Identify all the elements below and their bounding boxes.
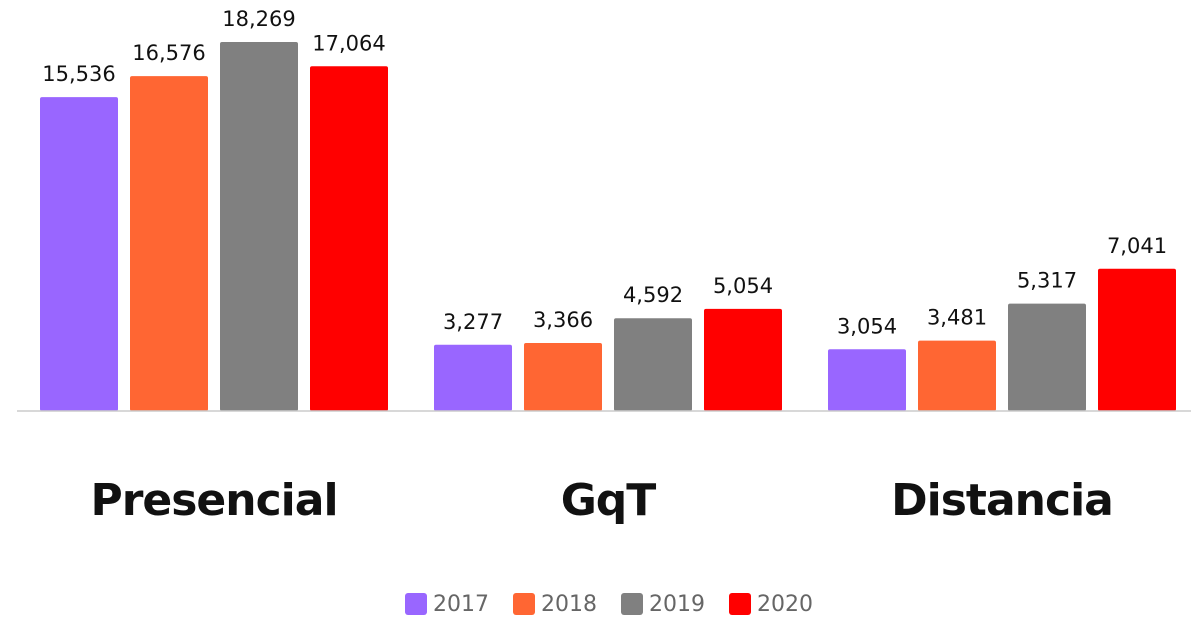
bar (704, 308, 782, 411)
legend-label: 2017 (433, 592, 489, 617)
value-label: 17,064 (312, 31, 385, 55)
legend-label: 2018 (541, 592, 597, 617)
bar (918, 340, 996, 411)
category-label: Distancia (891, 475, 1113, 526)
value-label: 3,481 (927, 306, 987, 330)
category-label: Presencial (90, 475, 337, 526)
value-label: 5,054 (713, 274, 773, 298)
bar (614, 318, 692, 411)
value-label: 18,269 (222, 7, 295, 31)
value-label: 3,277 (443, 310, 503, 334)
bar (1008, 303, 1086, 411)
category-label: GqT (561, 475, 657, 526)
value-label: 5,317 (1017, 269, 1077, 293)
legend-swatch (513, 593, 535, 615)
bar (1098, 268, 1176, 411)
value-label: 4,592 (623, 283, 683, 307)
bar (524, 343, 602, 411)
legend-swatch (621, 593, 643, 615)
value-label: 16,576 (132, 41, 205, 65)
value-label: 7,041 (1107, 234, 1167, 258)
legend-label: 2020 (757, 592, 813, 617)
value-label: 15,536 (42, 62, 115, 86)
bar (40, 97, 118, 412)
bar (220, 41, 298, 412)
bar (310, 66, 388, 412)
value-label: 3,366 (533, 308, 593, 332)
legend-label: 2019 (649, 592, 705, 617)
bar (130, 76, 208, 412)
bar (828, 349, 906, 411)
value-label: 3,054 (837, 314, 897, 338)
legend-swatch (405, 593, 427, 615)
legend-swatch (729, 593, 751, 615)
bar (434, 344, 512, 411)
